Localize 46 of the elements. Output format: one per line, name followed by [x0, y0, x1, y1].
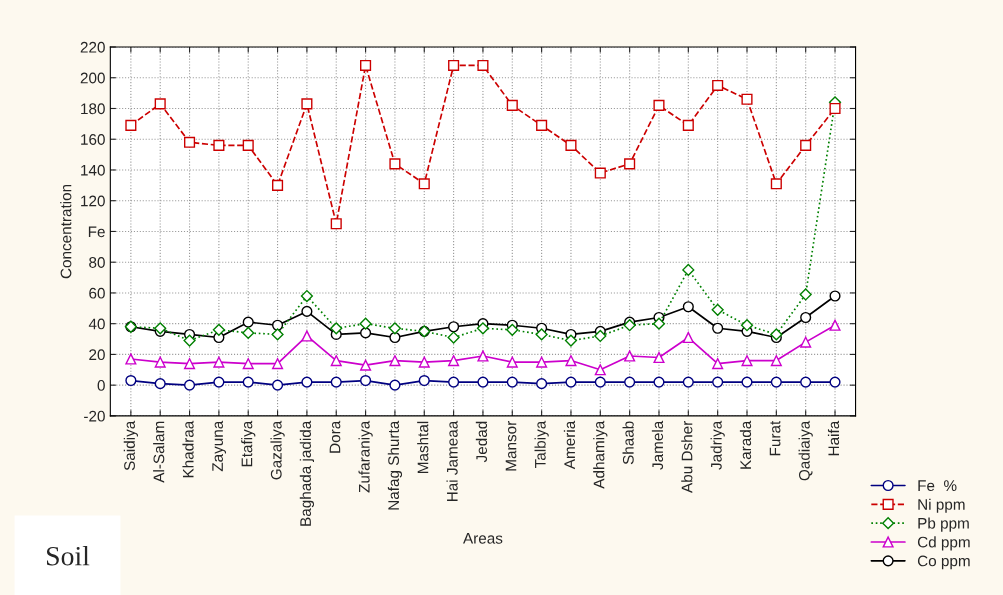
x-tick-label: Qadiaiya	[798, 420, 813, 481]
legend-label: Pb ppm	[918, 517, 969, 532]
x-tick-label: Furat	[769, 420, 781, 456]
y-axis-title: Concentration	[60, 184, 72, 279]
x-tick-label: Al-Salam	[153, 421, 165, 483]
x-tick-label: Baghada jadida	[299, 420, 315, 526]
x-tick-label: Haifa	[827, 420, 840, 456]
x-tick-label: Dora	[329, 420, 341, 453]
y-tick-label: 120	[81, 195, 105, 207]
x-tick-label: Mashtal	[417, 421, 429, 473]
text: Soil	[46, 546, 90, 566]
x-tick-label: Zayuna	[212, 420, 227, 472]
y-tick-label: 80	[89, 257, 105, 268]
x-tick-label: Jamela	[651, 420, 664, 470]
y-tick-label: 0	[97, 380, 105, 391]
x-tick-label: Saidiya	[123, 420, 138, 471]
y-tick-label: 160	[81, 134, 105, 145]
x-axis-title: Areas	[463, 533, 503, 544]
y-tick-label: 180	[81, 103, 105, 115]
y-tick-label: 140	[81, 164, 105, 176]
x-tick-label: Hai Jameaa	[446, 420, 458, 502]
x-tick-label: Zufaraniya	[358, 420, 373, 493]
y-tick-label: 220	[80, 41, 105, 53]
x-tick-label: Talbiya	[534, 420, 549, 468]
x-tick-label: Shaab	[622, 421, 634, 465]
legend-label: Fe %	[918, 480, 957, 492]
legend-label: Co ppm	[917, 555, 970, 570]
x-tick-label: Karada	[739, 420, 752, 469]
x-tick-label: Gazaliya	[270, 420, 285, 480]
legend-label: Cd ppm	[917, 536, 970, 551]
x-tick-label: Abu Dsher	[681, 421, 693, 493]
x-tick-label: Jedad	[475, 421, 488, 463]
y-tick-label: 60	[89, 287, 105, 299]
x-tick-label: Nafag Shurta	[387, 420, 403, 510]
y-tick-label: 200	[80, 72, 105, 84]
x-tick-label: Etafiya	[241, 420, 256, 467]
y-tick-label: Fe	[88, 226, 105, 238]
legend-label: Ni ppm	[918, 498, 965, 513]
x-tick-label: Khadraa	[182, 420, 194, 478]
x-tick-label: Jadriya	[710, 420, 725, 470]
x-tick-label: Adhamiya	[593, 420, 608, 489]
x-tick-label: Mansor	[505, 421, 517, 471]
y-tick-label: 40	[88, 318, 105, 330]
y-tick-label: 20	[89, 349, 105, 361]
y-tick-label: -20	[84, 410, 105, 422]
x-tick-label: Ameria	[563, 420, 576, 470]
